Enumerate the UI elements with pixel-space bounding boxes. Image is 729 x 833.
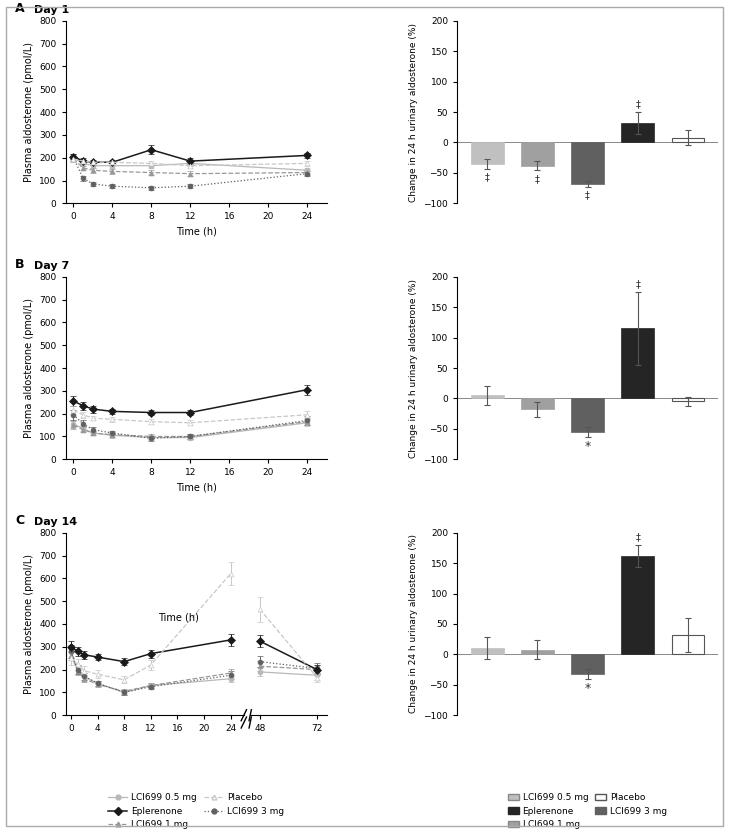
Bar [621, 123, 654, 142]
Y-axis label: Plasma aldosterone (pmol/L): Plasma aldosterone (pmol/L) [24, 554, 34, 694]
Text: C: C [16, 514, 25, 527]
Y-axis label: Change in 24 h urinary aldosterone (%): Change in 24 h urinary aldosterone (%) [409, 535, 418, 714]
Y-axis label: Plasma aldosterone (pmol/L): Plasma aldosterone (pmol/L) [24, 42, 34, 182]
Bar [621, 328, 654, 398]
Text: ‡: ‡ [636, 531, 640, 541]
Text: ‡: ‡ [485, 172, 490, 182]
X-axis label: Time (h): Time (h) [176, 227, 217, 237]
Bar [521, 142, 554, 166]
Text: Day 14: Day 14 [34, 517, 77, 527]
Y-axis label: Plasma aldosterone (pmol/L): Plasma aldosterone (pmol/L) [24, 298, 34, 438]
Bar [471, 396, 504, 398]
Bar [671, 398, 704, 402]
Bar [572, 142, 604, 184]
Bar [572, 655, 604, 674]
Text: Day 7: Day 7 [34, 262, 69, 272]
Legend: LCI699 0.5 mg, Eplerenone, LCI699 1 mg, Placebo, LCI699 3 mg: LCI699 0.5 mg, Eplerenone, LCI699 1 mg, … [508, 793, 667, 829]
Bar [521, 398, 554, 409]
Text: Time (h): Time (h) [158, 612, 199, 622]
Text: ‡: ‡ [636, 99, 640, 109]
Legend: LCI699 0.5 mg, Eplerenone, LCI699 1 mg, Placebo, LCI699 3 mg: LCI699 0.5 mg, Eplerenone, LCI699 1 mg, … [108, 793, 284, 829]
Text: ‡: ‡ [535, 174, 539, 184]
Text: ‡: ‡ [585, 191, 590, 201]
Bar [671, 137, 704, 142]
Text: ‡: ‡ [636, 279, 640, 289]
Bar [521, 650, 554, 655]
X-axis label: Time (h): Time (h) [176, 483, 217, 493]
Bar [621, 556, 654, 655]
Bar [471, 142, 504, 164]
Y-axis label: Change in 24 h urinary aldosterone (%): Change in 24 h urinary aldosterone (%) [409, 22, 418, 202]
Text: *: * [585, 681, 590, 695]
Bar [671, 635, 704, 655]
Text: B: B [15, 258, 24, 272]
Text: A: A [15, 2, 24, 15]
Bar [572, 398, 604, 431]
Bar [471, 648, 504, 655]
Y-axis label: Change in 24 h urinary aldosterone (%): Change in 24 h urinary aldosterone (%) [409, 278, 418, 457]
Text: *: * [585, 440, 590, 453]
Text: Day 1: Day 1 [34, 5, 69, 15]
